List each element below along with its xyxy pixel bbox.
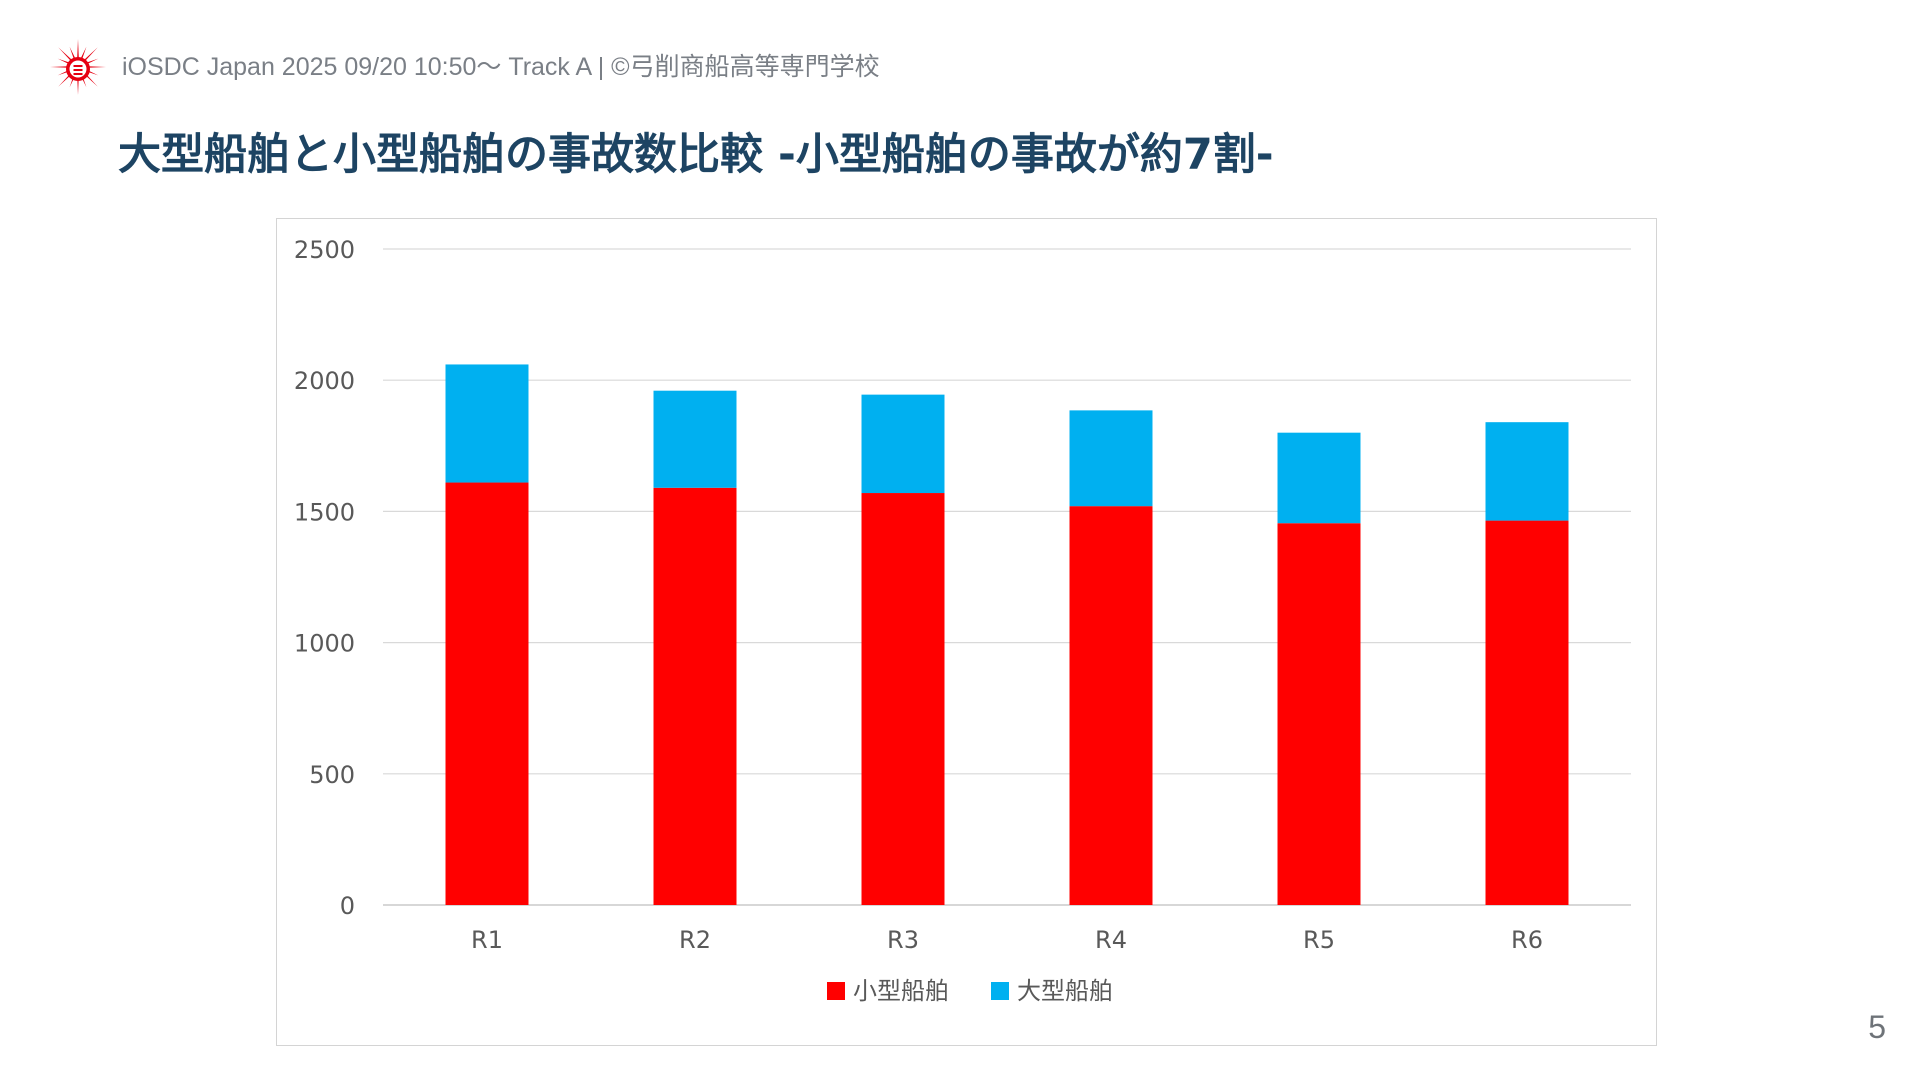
x-tick-label: R2	[679, 926, 711, 954]
bar-R4-大型船舶	[1069, 410, 1153, 507]
x-tick-label: R5	[1303, 926, 1335, 954]
legend-swatch-小型船舶	[827, 982, 845, 1000]
bar-R6-小型船舶	[1485, 520, 1569, 905]
bar-R5-大型船舶	[1277, 432, 1361, 524]
y-tick-label: 2000	[294, 367, 355, 395]
page-number: 5	[1868, 1009, 1886, 1045]
x-tick-label: R6	[1511, 926, 1543, 954]
bar-R2-大型船舶	[653, 390, 737, 488]
slide-title: 大型船舶と小型船舶の事故数比較 -小型船舶の事故が約7割-	[118, 130, 1274, 180]
bar-R2-小型船舶	[653, 487, 737, 905]
y-tick-label: 1500	[294, 498, 355, 526]
x-tick-label: R3	[887, 926, 919, 954]
slide-header: iOSDC Japan 2025 09/20 10:50〜 Track A | …	[48, 30, 880, 100]
legend-swatch-大型船舶	[991, 982, 1009, 1000]
chart-area: 0 500 1000 1500 2000 2500 R1 R2 R3 R4 R5 R6 小型船舶 大型船舶	[276, 218, 1657, 1046]
x-tick-label: R1	[471, 926, 503, 954]
bar-R5-小型船舶	[1277, 523, 1361, 905]
y-tick-label: 1000	[294, 630, 355, 658]
x-tick-label: R4	[1095, 926, 1127, 954]
bar-R4-小型船舶	[1069, 506, 1153, 905]
y-tick-label: 500	[309, 761, 355, 789]
bar-R6-大型船舶	[1485, 422, 1569, 521]
bar-R3-小型船舶	[861, 493, 945, 905]
bar-R1-大型船舶	[445, 364, 529, 483]
bar-R1-小型船舶	[445, 482, 529, 905]
y-tick-label: 0	[340, 892, 355, 920]
legend-label: 小型船舶	[853, 977, 949, 1005]
bar-R3-大型船舶	[861, 394, 945, 494]
header-text: iOSDC Japan 2025 09/20 10:50〜 Track A | …	[122, 53, 880, 81]
y-tick-label: 2500	[294, 236, 355, 264]
school-emblem-icon	[50, 39, 106, 95]
legend-label: 大型船舶	[1017, 977, 1113, 1005]
stacked-bar-chart: 0 500 1000 1500 2000 2500 R1 R2 R3 R4 R5 R6 小型船舶 大型船舶	[294, 236, 1631, 1005]
